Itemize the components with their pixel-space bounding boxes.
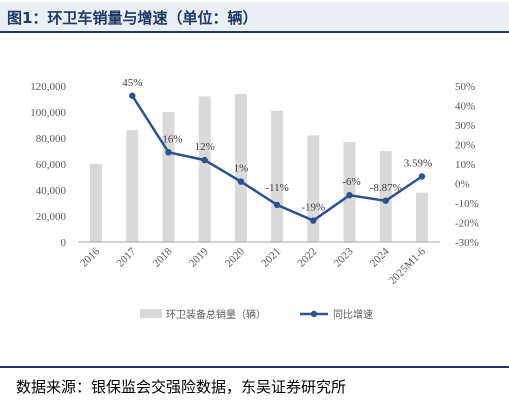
x-tick-label: 2018 bbox=[151, 245, 175, 269]
growth-point bbox=[346, 192, 353, 199]
left-tick-label: 120,000 bbox=[30, 81, 66, 93]
x-tick-label: 2025M1-6 bbox=[387, 245, 429, 287]
title-bar: 图1：环卫车销量与增速（单位：辆） bbox=[0, 0, 509, 31]
growth-data-label: 45% bbox=[122, 77, 142, 89]
growth-data-label: -6% bbox=[342, 176, 360, 188]
growth-data-label: 12% bbox=[195, 141, 215, 153]
legend: 环卫装备总销量（辆） 同比增速 bbox=[140, 308, 373, 321]
legend-line-label: 同比增速 bbox=[333, 308, 373, 321]
bar bbox=[307, 135, 320, 242]
growth-point bbox=[201, 156, 208, 164]
growth-data-label: -19% bbox=[301, 202, 325, 214]
x-tick-label: 2022 bbox=[295, 246, 319, 270]
sales-growth-chart: 0 20,000 40,000 60,000 80,000 100,000 120,000 -… bbox=[30, 77, 479, 321]
source-note: 数据来源：银保监会交强险数据，东吴证券研究所 bbox=[16, 378, 347, 396]
growth-point bbox=[418, 173, 426, 180]
right-tick-label: -30% bbox=[455, 237, 479, 249]
right-tick-label: 40% bbox=[455, 101, 475, 113]
growth-point bbox=[165, 149, 172, 156]
growth-point bbox=[237, 178, 245, 185]
x-tick-label: 2019 bbox=[187, 245, 211, 269]
legend-bar-label: 环卫装备总销量（辆） bbox=[166, 308, 266, 321]
growth-data-label: -11% bbox=[265, 182, 288, 194]
right-tick-label: 30% bbox=[455, 120, 475, 132]
left-tick-label: 100,000 bbox=[30, 107, 66, 119]
x-tick-label: 2021 bbox=[259, 246, 283, 270]
growth-point bbox=[382, 197, 389, 204]
footer-divider bbox=[0, 366, 509, 368]
left-tick-label: 20,000 bbox=[36, 211, 67, 223]
right-tick-label: 20% bbox=[455, 140, 475, 152]
title-divider bbox=[0, 31, 509, 33]
bar bbox=[415, 192, 428, 242]
bar bbox=[271, 110, 284, 242]
right-tick-label: 0% bbox=[455, 179, 470, 191]
bar bbox=[162, 112, 175, 242]
growth-point bbox=[273, 201, 281, 209]
growth-point bbox=[310, 217, 317, 224]
x-tick-label: 2016 bbox=[78, 245, 102, 269]
legend-line-marker bbox=[310, 310, 318, 318]
left-tick-label: 0 bbox=[61, 237, 67, 249]
right-tick-label: 50% bbox=[455, 81, 475, 93]
x-tick-label: 2017 bbox=[114, 245, 138, 269]
left-tick-label: 40,000 bbox=[36, 185, 67, 197]
bar-series bbox=[90, 93, 428, 243]
x-tick-label: 2020 bbox=[223, 245, 247, 269]
x-tick-label: 2023 bbox=[332, 245, 356, 269]
right-tick-label: -20% bbox=[455, 218, 479, 230]
right-tick-label: 10% bbox=[455, 159, 475, 171]
page-title: 图1：环卫车销量与增速（单位：辆） bbox=[7, 9, 258, 27]
left-tick-label: 60,000 bbox=[36, 159, 67, 171]
growth-data-label: 1% bbox=[234, 163, 249, 175]
bar bbox=[198, 96, 211, 243]
growth-data-label: 3.59% bbox=[404, 157, 432, 169]
bar bbox=[90, 164, 103, 242]
growth-data-label: 16% bbox=[162, 133, 182, 145]
growth-point bbox=[129, 92, 136, 99]
line-series: 45% 16% 12% 1% -11% -19% -6% -8.87% 3.59% bbox=[122, 77, 432, 224]
bar bbox=[126, 130, 139, 242]
x-tick-label: 2024 bbox=[368, 245, 392, 269]
bar bbox=[343, 141, 356, 242]
bar bbox=[234, 93, 247, 242]
growth-data-label: -8.87% bbox=[370, 182, 402, 194]
bar bbox=[379, 151, 392, 242]
legend-bar-swatch bbox=[140, 309, 162, 318]
right-tick-label: -10% bbox=[455, 198, 479, 210]
left-tick-label: 80,000 bbox=[36, 133, 67, 145]
